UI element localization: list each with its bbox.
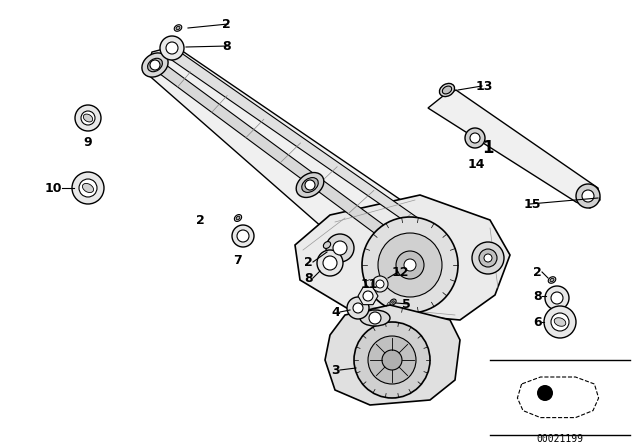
Circle shape [353, 303, 363, 313]
Circle shape [79, 179, 97, 197]
Circle shape [404, 259, 416, 271]
Text: 2: 2 [304, 255, 313, 268]
Text: 4: 4 [332, 306, 340, 319]
Circle shape [372, 276, 388, 292]
Ellipse shape [392, 301, 394, 303]
Circle shape [323, 256, 337, 270]
Circle shape [378, 233, 442, 297]
Circle shape [479, 249, 497, 267]
Circle shape [368, 336, 416, 384]
Text: 10: 10 [45, 181, 62, 194]
Text: 13: 13 [476, 79, 493, 92]
Circle shape [150, 60, 160, 70]
Ellipse shape [296, 172, 324, 198]
Ellipse shape [234, 215, 242, 221]
Ellipse shape [148, 58, 163, 72]
Text: 5: 5 [402, 297, 411, 310]
Ellipse shape [440, 83, 454, 97]
Circle shape [317, 250, 343, 276]
Circle shape [396, 251, 424, 279]
Polygon shape [358, 287, 378, 305]
Circle shape [75, 105, 101, 131]
Text: 12: 12 [392, 266, 410, 279]
Text: 00021199: 00021199 [536, 434, 584, 444]
Circle shape [484, 254, 492, 262]
Circle shape [369, 312, 381, 324]
Circle shape [382, 350, 402, 370]
Ellipse shape [442, 86, 452, 94]
Circle shape [326, 234, 354, 262]
Circle shape [166, 42, 178, 54]
Text: 8: 8 [222, 39, 230, 52]
Circle shape [470, 133, 480, 143]
Circle shape [376, 280, 384, 288]
Circle shape [81, 111, 95, 125]
Ellipse shape [174, 25, 182, 31]
Text: 8: 8 [533, 289, 542, 302]
Circle shape [465, 128, 485, 148]
Ellipse shape [360, 310, 390, 326]
Ellipse shape [142, 53, 168, 77]
Circle shape [363, 291, 373, 301]
Ellipse shape [550, 278, 554, 282]
Circle shape [576, 184, 600, 208]
Ellipse shape [176, 26, 180, 30]
Polygon shape [295, 195, 510, 320]
Text: 2: 2 [222, 17, 231, 30]
Ellipse shape [323, 241, 331, 249]
Circle shape [237, 230, 249, 242]
Circle shape [472, 242, 504, 274]
Circle shape [544, 306, 576, 338]
Text: 15: 15 [524, 198, 541, 211]
Text: 3: 3 [332, 363, 340, 376]
Text: 14: 14 [467, 158, 484, 171]
Ellipse shape [390, 299, 396, 305]
Circle shape [347, 297, 369, 319]
Ellipse shape [83, 114, 93, 122]
Circle shape [232, 225, 254, 247]
Text: 9: 9 [84, 136, 92, 149]
Text: 2: 2 [196, 214, 204, 227]
Circle shape [545, 286, 569, 310]
Circle shape [362, 217, 458, 313]
Circle shape [305, 180, 315, 190]
Text: 11: 11 [360, 277, 378, 290]
Circle shape [537, 385, 553, 401]
Circle shape [551, 292, 563, 304]
Polygon shape [325, 305, 460, 405]
Ellipse shape [548, 277, 556, 283]
Circle shape [160, 36, 184, 60]
Polygon shape [428, 90, 600, 208]
Polygon shape [152, 62, 415, 258]
Ellipse shape [83, 183, 93, 193]
Text: 2: 2 [533, 266, 542, 279]
Text: 7: 7 [234, 254, 243, 267]
Text: 8: 8 [305, 271, 313, 284]
Circle shape [582, 190, 594, 202]
Ellipse shape [301, 177, 318, 193]
Text: 6: 6 [533, 315, 542, 328]
Circle shape [354, 322, 430, 398]
Circle shape [72, 172, 104, 204]
Polygon shape [163, 50, 438, 240]
Polygon shape [145, 46, 455, 278]
Circle shape [333, 241, 347, 255]
Text: 1: 1 [483, 139, 493, 157]
Polygon shape [517, 377, 598, 418]
Ellipse shape [554, 318, 566, 326]
Ellipse shape [236, 216, 240, 220]
Circle shape [551, 313, 569, 331]
